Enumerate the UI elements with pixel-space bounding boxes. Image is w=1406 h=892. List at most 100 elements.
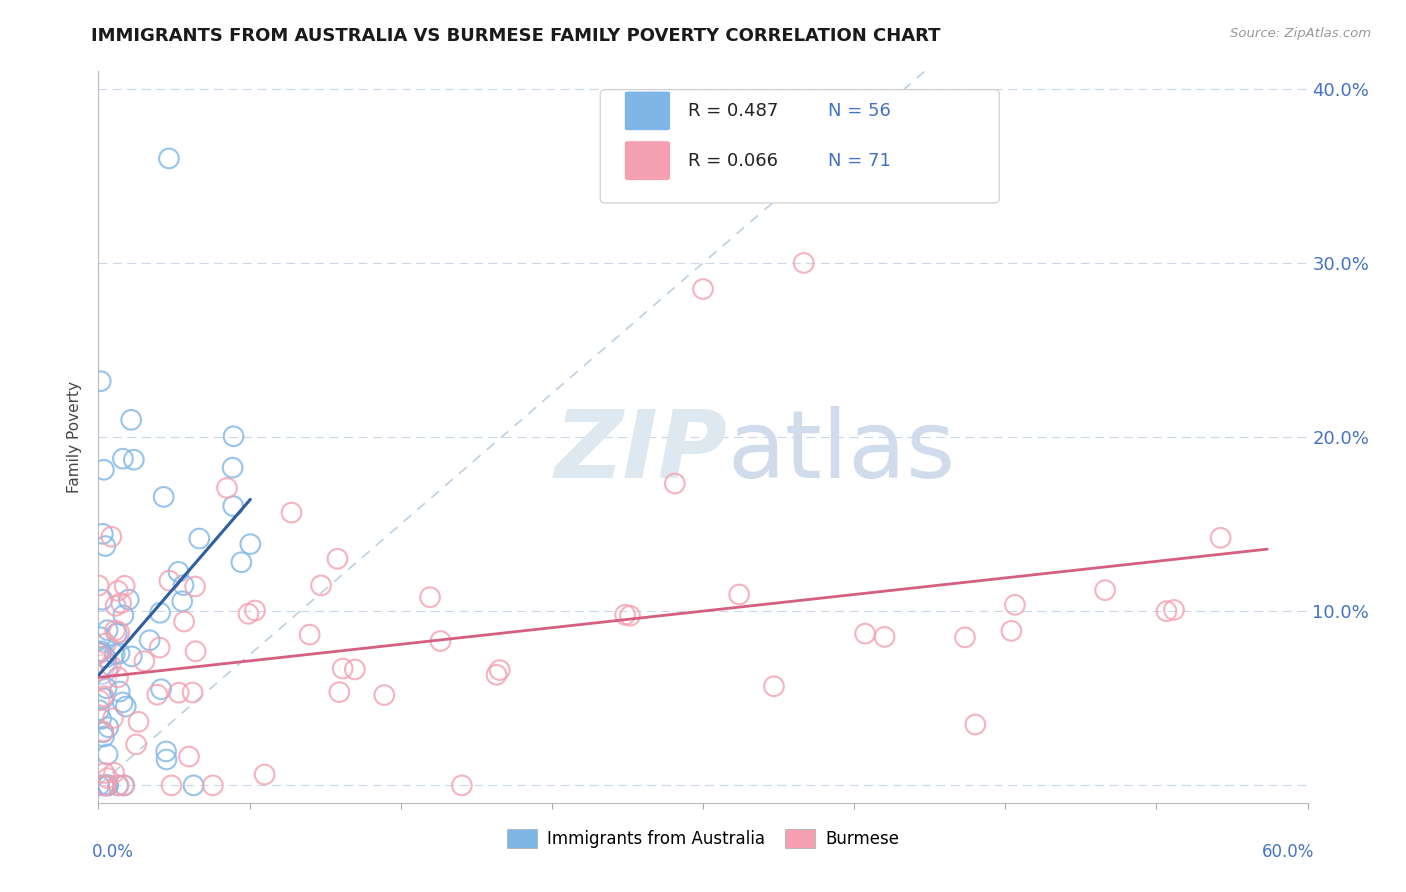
Point: [373, 688, 395, 702]
Point: [146, 688, 169, 702]
Point: [100, 658, 122, 673]
Point: [93, 778, 115, 792]
Point: [1004, 598, 1026, 612]
Point: [160, 778, 183, 792]
Point: [222, 499, 245, 513]
Point: [87, 653, 110, 667]
Point: [953, 631, 976, 645]
Point: [181, 685, 204, 699]
Point: [89, 660, 111, 674]
Point: [298, 627, 321, 641]
Text: N = 71: N = 71: [828, 152, 890, 169]
Point: [127, 714, 149, 729]
Point: [97, 747, 120, 762]
Point: [253, 767, 276, 781]
Point: [96, 681, 118, 696]
Point: [125, 738, 148, 752]
Y-axis label: Family Poverty: Family Poverty: [67, 381, 83, 493]
Point: [188, 532, 211, 546]
Point: [101, 711, 124, 725]
Point: [97, 778, 120, 792]
Point: [91, 724, 114, 739]
Point: [793, 256, 815, 270]
Point: [215, 481, 238, 495]
Point: [97, 778, 120, 792]
Point: [419, 591, 441, 605]
Point: [614, 607, 637, 622]
Point: [183, 778, 205, 792]
Point: [120, 413, 142, 427]
Point: [111, 451, 134, 466]
Point: [89, 703, 111, 717]
Point: [873, 630, 896, 644]
Point: [107, 778, 129, 792]
Point: [239, 537, 262, 551]
Point: [93, 766, 115, 780]
FancyBboxPatch shape: [624, 141, 671, 180]
Point: [429, 634, 451, 648]
Point: [149, 606, 172, 620]
Point: [89, 665, 111, 680]
Point: [150, 682, 173, 697]
Point: [87, 657, 110, 671]
Point: [309, 578, 332, 592]
Text: Source: ZipAtlas.com: Source: ZipAtlas.com: [1230, 27, 1371, 40]
Point: [280, 506, 302, 520]
Point: [326, 551, 349, 566]
Point: [112, 778, 135, 792]
Point: [762, 679, 785, 693]
Point: [93, 730, 115, 744]
Point: [112, 608, 135, 623]
Point: [112, 778, 135, 792]
Point: [96, 778, 118, 792]
Point: [157, 574, 180, 588]
Point: [451, 778, 474, 792]
Point: [155, 752, 177, 766]
Point: [243, 603, 266, 617]
Point: [87, 646, 110, 660]
Point: [91, 592, 114, 607]
Point: [121, 649, 143, 664]
Point: [177, 749, 200, 764]
Point: [965, 717, 987, 731]
Point: [89, 646, 111, 660]
Point: [90, 644, 112, 658]
Point: [107, 670, 129, 684]
Point: [231, 555, 253, 569]
Point: [122, 452, 145, 467]
Point: [104, 647, 127, 661]
Point: [97, 720, 120, 734]
Text: 0.0%: 0.0%: [91, 843, 134, 861]
Point: [343, 663, 366, 677]
Point: [167, 686, 190, 700]
Point: [89, 778, 111, 792]
Point: [108, 647, 131, 661]
Text: N = 56: N = 56: [828, 102, 890, 120]
Point: [138, 633, 160, 648]
Point: [184, 579, 207, 593]
Point: [167, 565, 190, 579]
Text: atlas: atlas: [727, 406, 956, 498]
Point: [94, 778, 117, 792]
Text: R = 0.487: R = 0.487: [689, 102, 779, 120]
Point: [107, 583, 129, 598]
Text: R = 0.066: R = 0.066: [689, 152, 779, 169]
Point: [90, 374, 112, 388]
Point: [149, 640, 172, 655]
Point: [664, 476, 686, 491]
Point: [173, 615, 195, 629]
Point: [93, 689, 115, 703]
Point: [108, 684, 131, 698]
Point: [100, 530, 122, 544]
Point: [238, 607, 260, 621]
Point: [87, 646, 110, 660]
Point: [108, 625, 131, 640]
Point: [155, 744, 177, 758]
Point: [485, 667, 508, 681]
Point: [97, 623, 120, 637]
Point: [96, 771, 118, 785]
Point: [103, 765, 125, 780]
Text: 60.0%: 60.0%: [1263, 843, 1315, 861]
Point: [1209, 531, 1232, 545]
Point: [619, 608, 641, 623]
